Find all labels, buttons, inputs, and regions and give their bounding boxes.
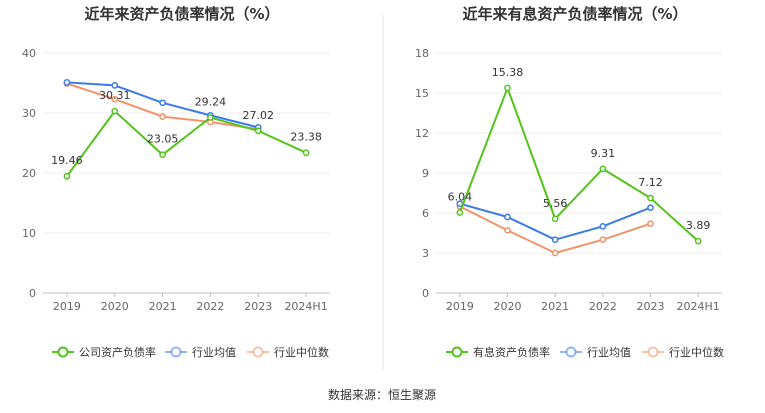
x-tick-label: 2023 bbox=[244, 300, 272, 313]
y-tick-label: 10 bbox=[22, 227, 36, 240]
y-tick-label: 6 bbox=[422, 207, 429, 220]
x-tick-label: 2022 bbox=[589, 300, 617, 313]
chart-title: 近年来有息资产负债率情况（%） bbox=[462, 5, 687, 23]
x-tick-label: 2020 bbox=[101, 300, 129, 313]
data-point bbox=[504, 213, 511, 221]
data-label: 23.05 bbox=[147, 133, 179, 146]
x-tick-label: 2019 bbox=[446, 300, 474, 313]
data-point bbox=[504, 84, 511, 92]
data-point bbox=[551, 236, 559, 244]
y-tick-label: 3 bbox=[422, 247, 429, 260]
data-point bbox=[551, 249, 559, 257]
data-label: 30.31 bbox=[99, 89, 131, 102]
data-label: 23.38 bbox=[290, 131, 322, 144]
data-point bbox=[456, 209, 464, 216]
data-point bbox=[647, 204, 654, 212]
y-tick-label: 9 bbox=[422, 167, 429, 180]
legend-label: 行业均值 bbox=[192, 346, 236, 359]
legend-label: 行业均值 bbox=[587, 346, 631, 359]
legend-swatch-marker bbox=[565, 346, 577, 358]
data-point bbox=[504, 226, 511, 234]
data-point bbox=[63, 79, 71, 86]
legend-label: 公司资产负债率 bbox=[79, 345, 156, 359]
data-label: 5.56 bbox=[543, 197, 568, 210]
y-tick-label: 15 bbox=[415, 87, 429, 100]
x-tick-label: 2020 bbox=[494, 300, 522, 313]
data-point bbox=[111, 107, 119, 115]
legend-swatch-marker bbox=[170, 346, 182, 358]
chart-interest-debt-ratio: 近年来有息资产负债率情况（%） 0 3 6 9 12 15 18 2019 2020 2021 20… bbox=[415, 5, 724, 359]
data-point bbox=[694, 237, 702, 245]
data-point bbox=[159, 151, 166, 159]
data-point bbox=[254, 127, 262, 135]
data-point bbox=[302, 149, 310, 157]
data-label: 6.04 bbox=[448, 190, 473, 203]
data-point bbox=[111, 95, 119, 103]
data-point bbox=[159, 113, 166, 120]
data-point bbox=[647, 194, 654, 202]
y-tick-label: 20 bbox=[22, 167, 36, 180]
y-tick-label: 12 bbox=[415, 127, 429, 140]
y-tick-label: 18 bbox=[415, 47, 429, 60]
x-tick-label: 2023 bbox=[637, 300, 665, 313]
y-tick-label: 0 bbox=[29, 287, 36, 300]
y-tick-label: 30 bbox=[22, 107, 36, 120]
data-label: 19.46 bbox=[51, 154, 83, 167]
data-label: 9.31 bbox=[591, 147, 616, 160]
legend-swatch-marker bbox=[252, 346, 264, 358]
series-line-0 bbox=[458, 86, 699, 242]
y-tick-label: 40 bbox=[22, 47, 36, 60]
x-tick-label: 2024H1 bbox=[677, 300, 720, 313]
x-tick-label: 2021 bbox=[541, 300, 569, 313]
data-label: 3.89 bbox=[686, 219, 711, 232]
data-point bbox=[599, 236, 607, 244]
data-point bbox=[207, 114, 214, 121]
chart-title: 近年来资产负债率情况（%） bbox=[84, 5, 279, 23]
data-point bbox=[599, 222, 607, 230]
data-point bbox=[159, 99, 166, 107]
y-tick-label: 0 bbox=[422, 287, 429, 300]
x-tick-label: 2021 bbox=[149, 300, 177, 313]
data-source: 数据来源：恒生聚源 bbox=[328, 387, 436, 402]
series-line-0 bbox=[66, 110, 307, 177]
data-label: 15.38 bbox=[492, 66, 524, 79]
data-label: 27.02 bbox=[243, 109, 275, 122]
x-tick-label: 2019 bbox=[53, 300, 81, 313]
data-point bbox=[599, 165, 607, 173]
data-point bbox=[63, 172, 71, 180]
legend-swatch-marker bbox=[57, 346, 69, 358]
data-point bbox=[647, 220, 654, 228]
legend-swatch-marker bbox=[647, 346, 659, 358]
data-label: 29.24 bbox=[195, 96, 227, 109]
x-tick-label: 2022 bbox=[196, 300, 224, 313]
legend-swatch-marker bbox=[451, 346, 463, 358]
legend-label: 行业中位数 bbox=[274, 345, 329, 359]
data-point bbox=[551, 215, 559, 223]
x-tick-label: 2024H1 bbox=[284, 300, 327, 313]
data-label: 7.12 bbox=[638, 176, 663, 189]
legend-label: 行业中位数 bbox=[669, 345, 724, 359]
data-point bbox=[111, 82, 119, 89]
chart-debt-ratio: 近年来资产负债率情况（%） 0 10 20 30 40 2019 2020 2021 2022 2… bbox=[22, 5, 330, 359]
legend-label: 有息资产负债率 bbox=[473, 345, 550, 359]
